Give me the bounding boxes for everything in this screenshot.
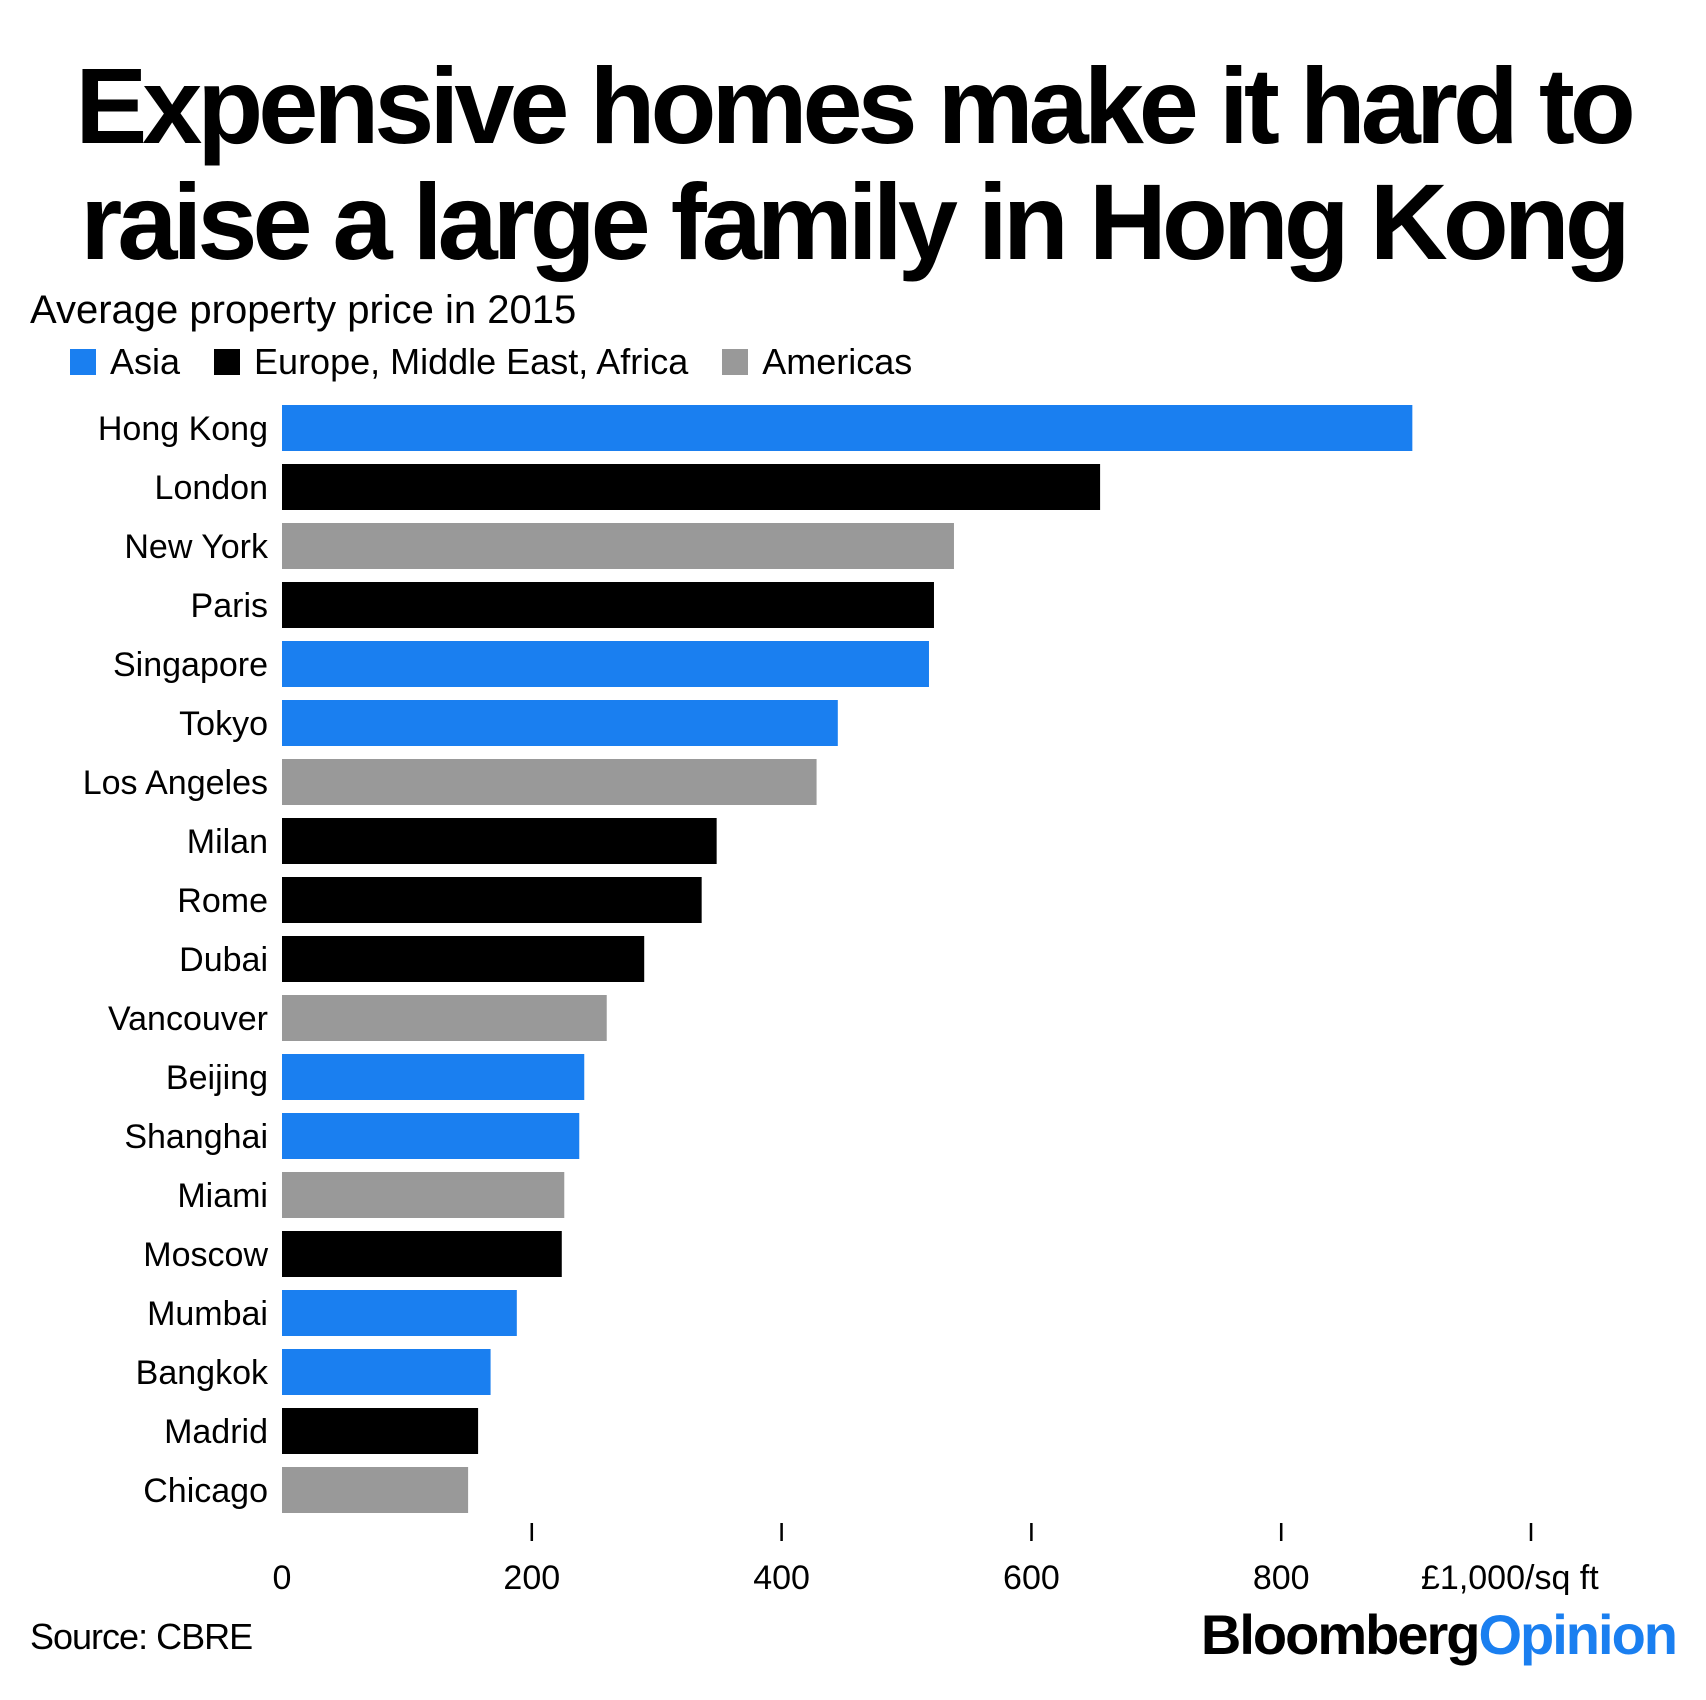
bar-rome (282, 877, 702, 923)
category-label-mumbai: Mumbai (147, 1295, 268, 1333)
x-tick-label-600: 600 (1003, 1559, 1060, 1595)
chart-title-line-1: Expensive homes make it hard to (75, 45, 1636, 166)
bar-hong-kong (282, 405, 1413, 451)
bar-chicago (282, 1467, 469, 1513)
source-note: Source: CBRE (30, 1616, 253, 1657)
legend-swatch-americas (722, 349, 749, 375)
category-label-moscow: Moscow (143, 1236, 268, 1274)
category-label-rome: Rome (177, 882, 268, 920)
category-label-chicago: Chicago (143, 1472, 268, 1510)
legend-item-asia: Asia (70, 340, 180, 384)
category-label-los-angeles: Los Angeles (83, 764, 268, 802)
bar-chart: Hong Kong London New York Paris Singapore Tok… (83, 405, 1599, 1595)
bar-london (282, 464, 1101, 510)
bar-miami (282, 1172, 565, 1218)
category-label-shanghai: Shanghai (124, 1118, 268, 1156)
category-label-miami: Miami (177, 1177, 268, 1215)
legend-swatch-asia (70, 349, 96, 375)
legend-label-asia: Asia (110, 341, 181, 382)
x-tick-label-800: 800 (1253, 1559, 1310, 1595)
brand-logo: BloombergOpinion (1200, 1603, 1678, 1667)
x-tick-label-400: 400 (753, 1559, 810, 1595)
legend-label-americas: Americas (762, 341, 913, 382)
category-label-new-york: New York (124, 528, 269, 566)
x-tick-label-1000: £1,000/sq ft (1421, 1559, 1599, 1595)
brand-logo-opinion: Opinion (1478, 1603, 1678, 1666)
legend-item-emea: Europe, Middle East, Africa (214, 340, 688, 384)
category-label-beijing: Beijing (166, 1059, 268, 1097)
category-label-paris: Paris (191, 587, 268, 625)
bar-milan (282, 818, 717, 864)
bar-dubai (282, 936, 645, 982)
legend-item-americas: Americas (722, 340, 912, 384)
bar-paris (282, 582, 934, 628)
brand-logo-bloomberg: Bloomberg (1200, 1603, 1481, 1666)
x-tick-label-200: 200 (503, 1559, 560, 1595)
chart-title-line-2: raise a large family in Hong Kong (80, 161, 1630, 282)
bar-bangkok (282, 1349, 491, 1395)
category-label-madrid: Madrid (164, 1413, 268, 1451)
bar-shanghai (282, 1113, 580, 1159)
bar-moscow (282, 1231, 562, 1277)
bar-beijing (282, 1054, 585, 1100)
chart-title: Expensive homes make it hard to raise a … (0, 48, 1706, 280)
category-label-tokyo: Tokyo (179, 705, 268, 743)
bar-tokyo (282, 700, 838, 746)
chart-subtitle: Average property price in 2015 (30, 288, 577, 332)
bar-new-york (282, 523, 954, 569)
legend: Asia Europe, Middle East, Africa America… (70, 340, 946, 384)
category-label-dubai: Dubai (179, 941, 268, 979)
category-label-bangkok: Bangkok (136, 1354, 269, 1392)
category-label-milan: Milan (187, 823, 268, 861)
category-label-singapore: Singapore (113, 646, 268, 684)
x-tick-label-0: 0 (273, 1559, 292, 1595)
bar-singapore (282, 641, 929, 687)
bar-mumbai (282, 1290, 517, 1336)
bar-los-angeles (282, 759, 817, 805)
category-label-hong-kong: Hong Kong (98, 410, 268, 448)
bar-madrid (282, 1408, 479, 1454)
legend-label-emea: Europe, Middle East, Africa (254, 341, 689, 382)
category-label-vancouver: Vancouver (108, 1000, 268, 1038)
category-label-london: London (155, 469, 268, 507)
legend-swatch-emea (214, 349, 241, 375)
bar-vancouver (282, 995, 607, 1041)
